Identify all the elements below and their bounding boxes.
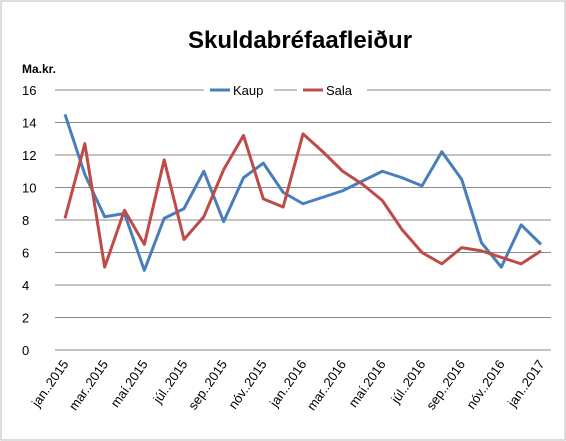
legend-bg xyxy=(297,82,367,98)
legend-bg xyxy=(204,82,274,98)
y-tick-label: 2 xyxy=(22,311,29,326)
chart-title: Skuldabréfaafleiður xyxy=(188,27,412,54)
y-tick-label: 8 xyxy=(22,213,29,228)
legend-label: Kaup xyxy=(233,83,263,98)
line-series xyxy=(63,132,542,269)
y-tick-label: 14 xyxy=(22,116,36,131)
line-series xyxy=(63,113,543,272)
y-axis-label: Ma.kr. xyxy=(22,62,56,76)
y-tick-label: 6 xyxy=(22,246,29,261)
legend-label: Sala xyxy=(326,83,353,98)
y-tick-label: 16 xyxy=(22,83,36,98)
y-tick-label: 0 xyxy=(22,343,29,358)
y-tick-label: 12 xyxy=(22,148,36,163)
y-tick-label: 4 xyxy=(22,278,29,293)
y-tick-label: 10 xyxy=(22,181,36,196)
